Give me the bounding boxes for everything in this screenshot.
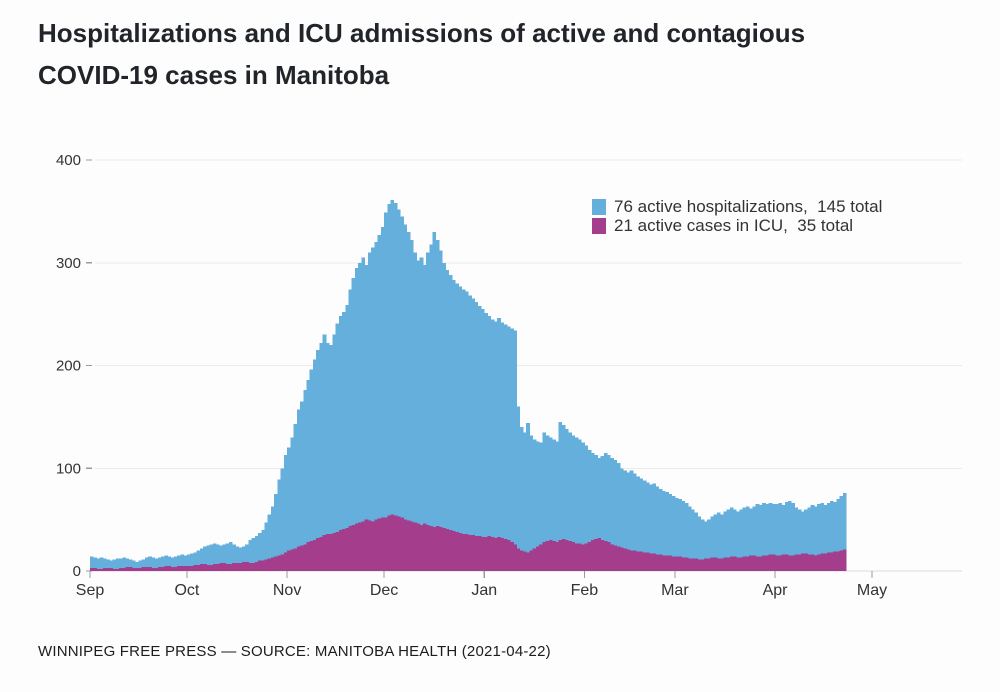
legend-label-hospitalizations: 76 active hospitalizations, 145 total: [614, 197, 883, 216]
svg-text:Feb: Feb: [571, 582, 599, 599]
svg-text:Dec: Dec: [370, 582, 398, 599]
icu-swatch-icon: [592, 217, 606, 234]
svg-text:0: 0: [73, 563, 81, 580]
legend-item-icu: 21 active cases in ICU, 35 total: [592, 216, 882, 235]
chart-title-line2: COVID-19 cases in Manitoba: [38, 60, 390, 90]
svg-text:Nov: Nov: [273, 582, 301, 599]
svg-text:400: 400: [56, 152, 81, 169]
legend-label-icu: 21 active cases in ICU, 35 total: [614, 216, 854, 235]
svg-text:Sep: Sep: [76, 582, 105, 599]
svg-text:Mar: Mar: [661, 582, 689, 599]
svg-text:300: 300: [56, 255, 81, 272]
svg-text:100: 100: [56, 460, 81, 477]
legend-item-hospitalizations: 76 active hospitalizations, 145 total: [592, 197, 882, 216]
svg-text:Apr: Apr: [763, 582, 789, 599]
chart-title: Hospitalizations and ICU admissions of a…: [38, 12, 968, 96]
svg-text:200: 200: [56, 358, 81, 375]
chart-title-line1: Hospitalizations and ICU admissions of a…: [38, 18, 806, 48]
hospitalizations-swatch-icon: [592, 198, 606, 215]
svg-text:May: May: [857, 582, 887, 599]
svg-text:Jan: Jan: [471, 582, 497, 599]
chart-legend: 76 active hospitalizations, 145 total 21…: [592, 197, 882, 235]
svg-text:Oct: Oct: [174, 582, 199, 599]
source-credit: WINNIPEG FREE PRESS — SOURCE: MANITOBA H…: [38, 643, 551, 660]
